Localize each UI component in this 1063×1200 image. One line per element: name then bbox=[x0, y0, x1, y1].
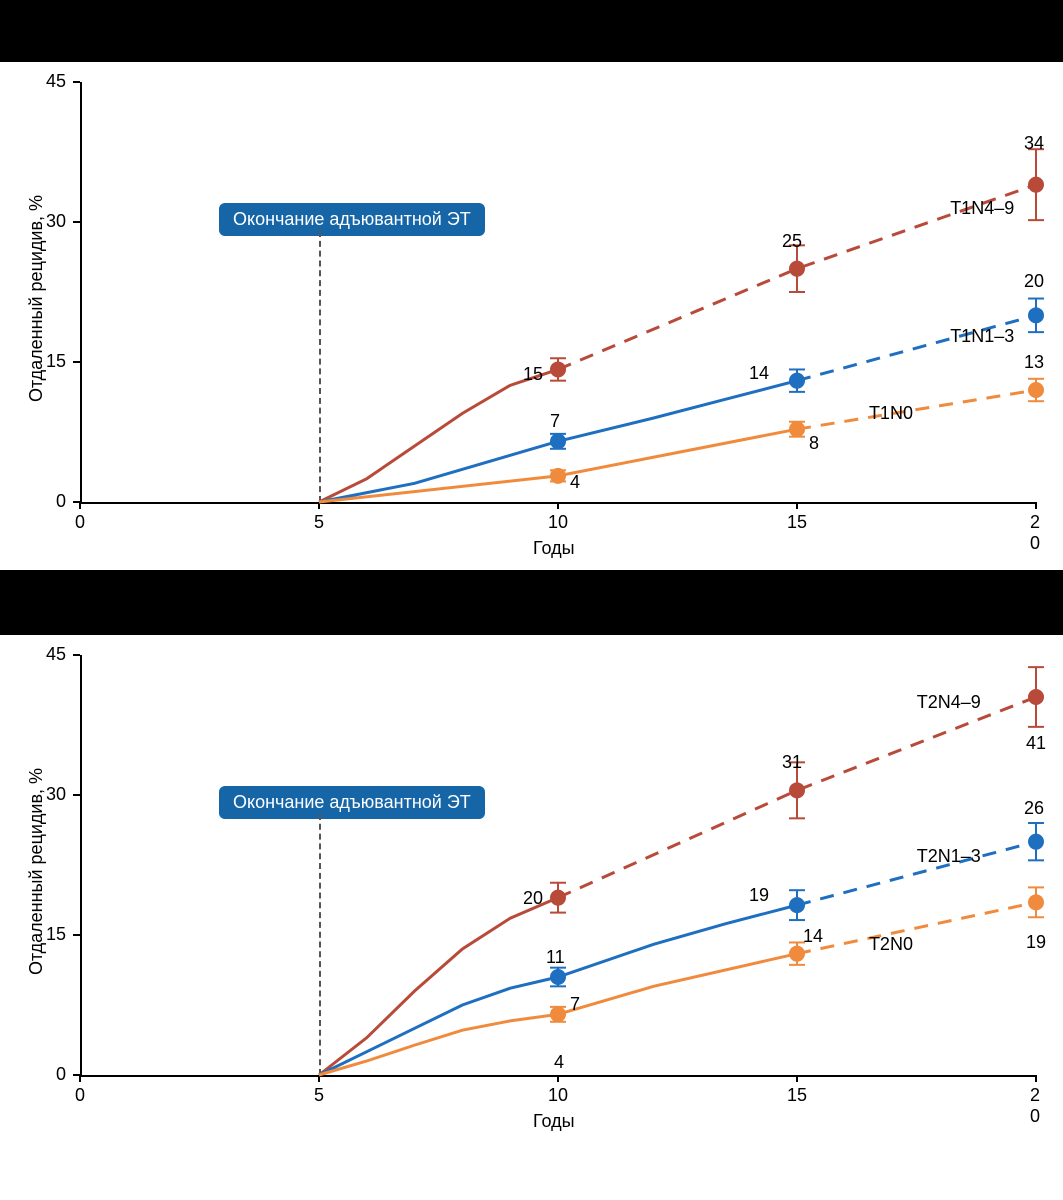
series-dash-T2N0 bbox=[797, 902, 1036, 953]
marker-T1N0 bbox=[1028, 382, 1044, 398]
y-tick bbox=[73, 81, 80, 83]
chart-svg-0 bbox=[80, 82, 1036, 502]
data-label: 11 bbox=[546, 947, 565, 968]
x-tick-label: 5 bbox=[314, 512, 324, 533]
series-label-T2N0: T2N0 bbox=[869, 934, 913, 955]
x-tick-label: 20 bbox=[1030, 1085, 1040, 1127]
x-axis-title: Годы bbox=[533, 1111, 575, 1132]
data-label: 7 bbox=[570, 994, 580, 1015]
y-axis-title: Отдаленный рецидив, % bbox=[26, 768, 47, 975]
series-label-T1N4-9: T1N4–9 bbox=[950, 198, 1014, 219]
marker-T2N1-3 bbox=[550, 969, 566, 985]
data-label: 20 bbox=[1024, 271, 1044, 292]
black-bar-1 bbox=[0, 570, 1063, 635]
y-tick-label: 0 bbox=[56, 491, 66, 512]
data-label: 41 bbox=[1026, 733, 1046, 754]
y-tick bbox=[73, 361, 80, 363]
marker-T2N0 bbox=[1028, 894, 1044, 910]
x-tick bbox=[557, 502, 559, 509]
x-tick-label: 0 bbox=[75, 1085, 85, 1106]
data-label: 20 bbox=[523, 888, 543, 909]
x-tick-label: 10 bbox=[548, 1085, 568, 1106]
data-label: 19 bbox=[1026, 932, 1046, 953]
marker-T1N4-9 bbox=[789, 261, 805, 277]
data-label: 14 bbox=[803, 926, 823, 947]
marker-T1N4-9 bbox=[550, 361, 566, 377]
x-tick-label: 10 bbox=[548, 512, 568, 533]
x-tick-label: 15 bbox=[787, 512, 807, 533]
data-label: 7 bbox=[550, 411, 560, 432]
x-tick bbox=[796, 502, 798, 509]
x-tick-label: 0 bbox=[75, 512, 85, 533]
y-tick bbox=[73, 654, 80, 656]
series-label-T1N0: T1N0 bbox=[869, 403, 913, 424]
data-label: 14 bbox=[749, 363, 769, 384]
x-tick bbox=[79, 502, 81, 509]
marker-T1N1-3 bbox=[789, 373, 805, 389]
y-tick bbox=[73, 221, 80, 223]
data-label: 31 bbox=[782, 752, 802, 773]
data-label-extra: 4 bbox=[554, 1052, 564, 1073]
y-tick-label: 45 bbox=[46, 644, 66, 665]
data-label: 15 bbox=[523, 364, 543, 385]
series-label-T2N4-9: T2N4–9 bbox=[917, 692, 981, 713]
x-tick bbox=[79, 1075, 81, 1082]
figure-root: Отдаленный рецидив, %015304505101520Годы… bbox=[0, 0, 1063, 1200]
x-tick bbox=[557, 1075, 559, 1082]
y-axis-title: Отдаленный рецидив, % bbox=[26, 195, 47, 402]
series-dash-T1N0 bbox=[797, 390, 1036, 429]
y-tick bbox=[73, 794, 80, 796]
marker-T2N0 bbox=[789, 946, 805, 962]
y-tick-label: 15 bbox=[46, 351, 66, 372]
y-tick-label: 30 bbox=[46, 211, 66, 232]
y-tick-label: 45 bbox=[46, 71, 66, 92]
y-tick-label: 30 bbox=[46, 784, 66, 805]
series-label-T2N1-3: T2N1–3 bbox=[917, 846, 981, 867]
data-label: 13 bbox=[1024, 352, 1044, 373]
marker-T2N1-3 bbox=[789, 897, 805, 913]
series-solid-T2N1-3 bbox=[319, 905, 797, 1075]
marker-T2N4-9 bbox=[789, 782, 805, 798]
x-tick bbox=[796, 1075, 798, 1082]
marker-T1N0 bbox=[550, 468, 566, 484]
x-tick-label: 15 bbox=[787, 1085, 807, 1106]
series-solid-T1N4-9 bbox=[319, 369, 558, 502]
x-tick-label: 20 bbox=[1030, 512, 1040, 554]
y-tick bbox=[73, 934, 80, 936]
marker-T1N1-3 bbox=[550, 433, 566, 449]
x-tick bbox=[1035, 1075, 1037, 1082]
marker-T1N4-9 bbox=[1028, 177, 1044, 193]
marker-T2N0 bbox=[550, 1006, 566, 1022]
data-label: 34 bbox=[1024, 133, 1044, 154]
marker-T1N1-3 bbox=[1028, 307, 1044, 323]
data-label: 8 bbox=[809, 433, 819, 454]
x-tick-label: 5 bbox=[314, 1085, 324, 1106]
x-axis-title: Годы bbox=[533, 538, 575, 559]
y-tick-label: 15 bbox=[46, 924, 66, 945]
x-tick bbox=[1035, 502, 1037, 509]
series-label-T1N1-3: T1N1–3 bbox=[950, 326, 1014, 347]
chart-svg-1 bbox=[80, 655, 1036, 1075]
data-label: 4 bbox=[570, 472, 580, 493]
marker-T2N4-9 bbox=[1028, 689, 1044, 705]
y-tick-label: 0 bbox=[56, 1064, 66, 1085]
marker-T2N4-9 bbox=[550, 890, 566, 906]
black-bar-0 bbox=[0, 0, 1063, 62]
data-label: 25 bbox=[782, 231, 802, 252]
marker-T2N1-3 bbox=[1028, 834, 1044, 850]
data-label: 19 bbox=[749, 885, 769, 906]
data-label: 26 bbox=[1024, 798, 1044, 819]
marker-T1N0 bbox=[789, 421, 805, 437]
